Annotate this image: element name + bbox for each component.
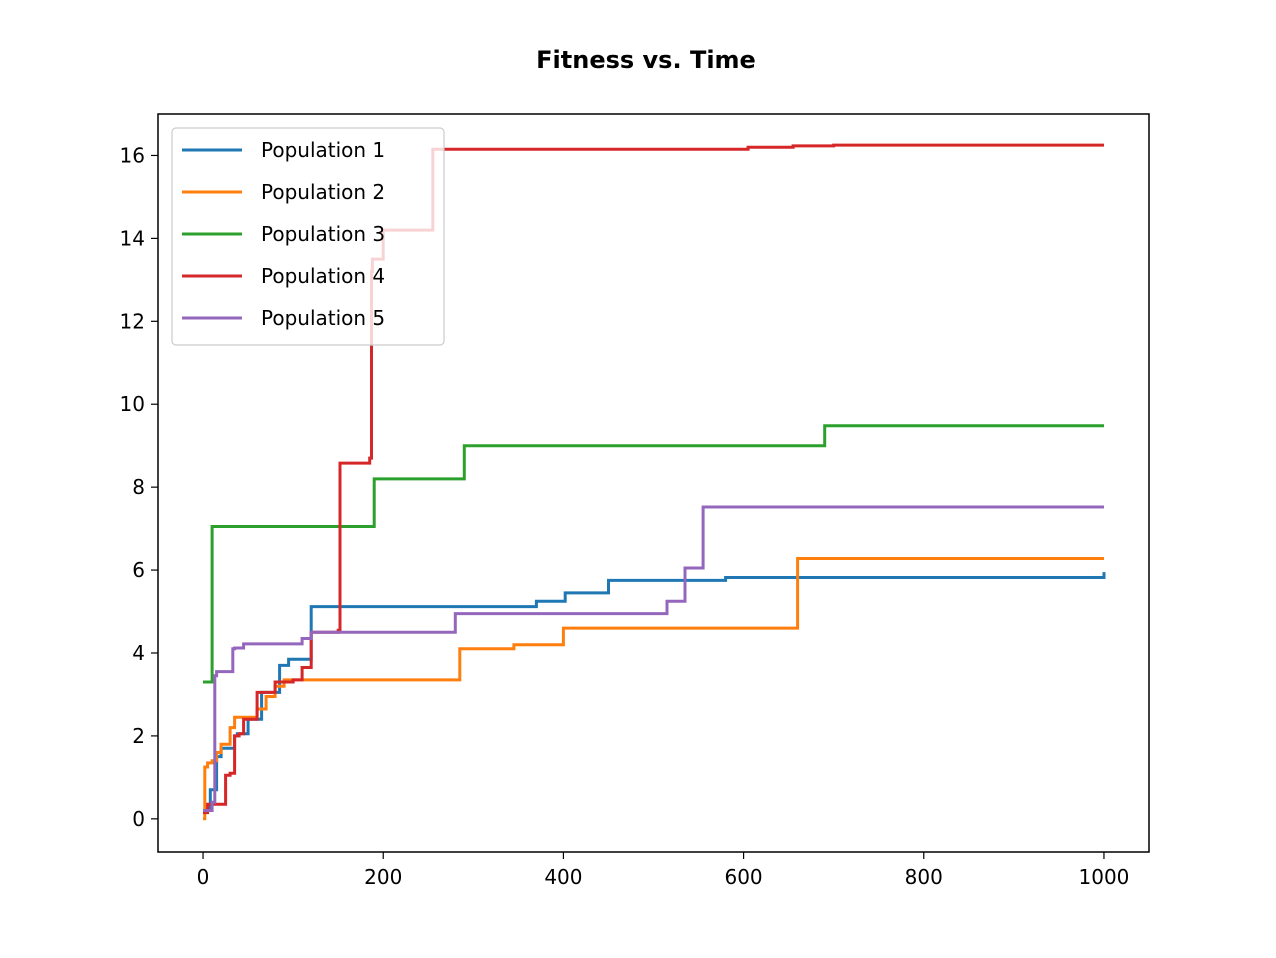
series-line-5 <box>203 505 1104 812</box>
series-line-1 <box>203 572 1106 812</box>
y-tick-label: 6 <box>132 558 145 582</box>
series-line-2 <box>203 557 1104 821</box>
x-tick-label: 0 <box>197 865 210 889</box>
legend-label-4: Population 4 <box>261 264 385 288</box>
legend-label-5: Population 5 <box>261 306 385 330</box>
legend-label-1: Population 1 <box>261 138 385 162</box>
series-line-3 <box>203 424 1104 684</box>
y-tick-label: 8 <box>132 475 145 499</box>
tick-layer: 0 200 400 600 800 1000 0 2 4 6 8 10 12 14 16 <box>120 143 1130 889</box>
y-tick-label: 0 <box>132 807 145 831</box>
legend-label-2: Population 2 <box>261 180 385 204</box>
y-tick-label: 10 <box>120 392 145 416</box>
y-tick-label: 4 <box>132 641 145 665</box>
legend: Population 1 Population 2 Population 3 Popu… <box>171 127 445 346</box>
y-tick-label: 14 <box>120 226 145 250</box>
y-tick-label: 16 <box>120 143 145 167</box>
x-tick-label: 400 <box>544 865 582 889</box>
y-tick-label: 12 <box>120 309 145 333</box>
plot-frame <box>157 113 1150 853</box>
chart-title: Fitness vs. Time <box>536 46 756 74</box>
legend-label-3: Population 3 <box>261 222 385 246</box>
x-tick-label: 600 <box>724 865 762 889</box>
x-tick-label: 800 <box>905 865 943 889</box>
legend-box <box>171 127 445 346</box>
x-tick-label: 200 <box>364 865 402 889</box>
x-tick-label: 1000 <box>1079 865 1130 889</box>
y-tick-label: 2 <box>132 724 145 748</box>
